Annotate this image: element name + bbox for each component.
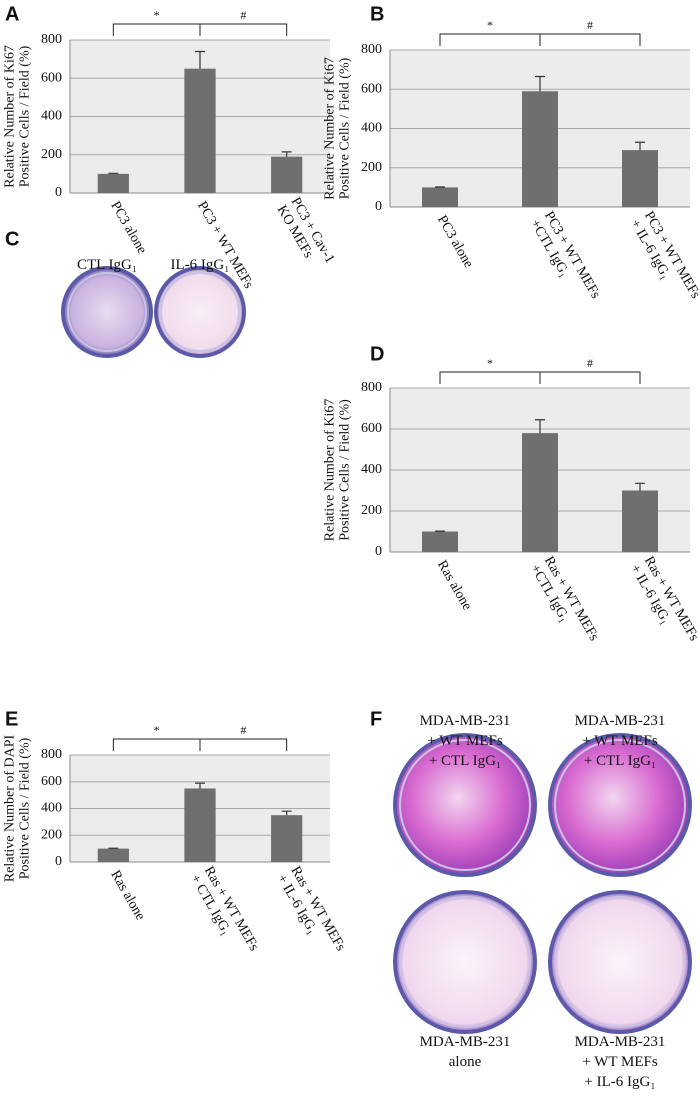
- dish-rim: [67, 272, 147, 352]
- significance-bracket: [199, 23, 288, 36]
- y-tick-label: 200: [41, 147, 62, 162]
- bar: [522, 91, 558, 207]
- culture-dish: [393, 733, 537, 877]
- x-tick-label: PC3 + WT MEFs+CTL IgG₁: [527, 209, 603, 309]
- error-bar: [108, 172, 119, 174]
- significance-bracket: [439, 33, 541, 46]
- panel-letter: E: [5, 708, 18, 730]
- error-bar: [281, 810, 292, 816]
- error-bar: [535, 75, 545, 92]
- significance-bracket: [112, 738, 201, 751]
- y-tick-label: 0: [55, 854, 62, 869]
- dish-rim: [554, 739, 686, 871]
- x-tick-label: PC3 + Cav-1KO MEFs: [273, 195, 336, 274]
- bar: [184, 68, 216, 193]
- y-tick-label: 400: [41, 801, 62, 816]
- significance-bracket: [199, 738, 288, 751]
- dish-rim: [399, 739, 531, 871]
- photo-label: IL-6 IgG₁: [171, 257, 230, 273]
- x-tick-label: Ras + WT MEFs+ IL-6 IgG₁: [627, 554, 700, 652]
- y-tick-label: 600: [361, 421, 382, 436]
- error-bar: [535, 419, 545, 434]
- y-tick-label: 400: [361, 121, 382, 136]
- culture-dish: [548, 890, 692, 1034]
- photo-label: CTL IgG₁: [77, 257, 137, 273]
- dish-rim: [399, 896, 531, 1028]
- y-tick-label: 600: [41, 70, 62, 85]
- bar: [97, 848, 129, 862]
- y-tick-label: 800: [361, 42, 382, 57]
- error-bar: [195, 782, 205, 789]
- significance-mark: *: [487, 356, 493, 370]
- culture-dish: [61, 266, 153, 358]
- culture-dish: [154, 266, 246, 358]
- panel-letter: B: [370, 3, 384, 25]
- y-tick-label: 800: [361, 380, 382, 395]
- panel-letter: A: [5, 3, 19, 25]
- y-axis-label: Relative Number of Ki67Positive Cells / …: [323, 57, 353, 200]
- significance-mark: *: [154, 723, 160, 737]
- bar: [271, 156, 303, 193]
- y-tick-label: 800: [41, 32, 62, 47]
- y-tick-label: 0: [375, 544, 382, 559]
- photo-label: MDA-MB-231 + WT MEFs + CTL IgG₁: [420, 713, 511, 769]
- y-tick-label: 600: [41, 774, 62, 789]
- culture-dish: [548, 733, 692, 877]
- dish-rim: [554, 896, 686, 1028]
- y-tick-label: 800: [41, 747, 62, 762]
- x-tick-label: Ras alone: [107, 868, 147, 923]
- x-tick-label: PC3 + WT MEFs+ IL-6 IgG₁: [627, 209, 700, 309]
- error-bar: [195, 50, 205, 69]
- x-tick-label: Ras alone: [434, 558, 474, 613]
- panel-letter: C: [5, 228, 19, 250]
- bar: [184, 788, 216, 862]
- significance-mark: #: [587, 18, 593, 32]
- error-bar: [281, 151, 292, 157]
- bar: [622, 150, 658, 207]
- y-tick-label: 200: [361, 160, 382, 175]
- significance-mark: *: [487, 18, 493, 32]
- error-bar: [635, 482, 645, 491]
- y-tick-label: 200: [361, 503, 382, 518]
- significance-mark: #: [240, 723, 246, 737]
- error-bar: [635, 141, 645, 151]
- y-tick-label: 0: [55, 185, 62, 200]
- y-tick-label: 600: [361, 81, 382, 96]
- significance-bracket: [539, 371, 641, 384]
- significance-mark: *: [154, 8, 160, 22]
- y-axis-label: Relative Number of Ki67Positive Cells / …: [3, 45, 33, 188]
- panel-letter: F: [370, 708, 382, 730]
- bar: [97, 173, 129, 193]
- significance-bracket: [439, 371, 541, 384]
- bar: [622, 490, 658, 552]
- y-tick-label: 200: [41, 827, 62, 842]
- x-tick-label: Ras + WT MEFs+ CTL IgG₁: [187, 864, 261, 962]
- photo-label: MDA-MB-231 + WT MEFs + IL-6 IgG₁: [575, 1034, 666, 1090]
- dish-rim: [160, 272, 240, 352]
- y-tick-label: 400: [41, 109, 62, 124]
- bar: [522, 433, 558, 552]
- panel-letter: D: [370, 343, 384, 365]
- y-axis-label: Relative Number of DAPIPositive Cells / …: [3, 734, 33, 882]
- x-tick-label: Ras + WT MEFs+CTL IgG₁: [527, 554, 601, 652]
- x-tick-label: PC3 alone: [107, 199, 149, 257]
- y-tick-label: 0: [375, 199, 382, 214]
- bar: [422, 531, 458, 552]
- bar: [422, 187, 458, 207]
- photo-label: MDA-MB-231 + WT MEFs + CTL IgG₁: [575, 713, 666, 769]
- x-tick-label: PC3 alone: [434, 213, 476, 271]
- significance-bracket: [112, 23, 201, 36]
- significance-bracket: [539, 33, 641, 46]
- y-tick-label: 400: [361, 462, 382, 477]
- culture-dish: [393, 890, 537, 1034]
- photo-label: MDA-MB-231 alone: [420, 1034, 511, 1070]
- bar: [271, 815, 303, 862]
- significance-mark: #: [240, 8, 246, 22]
- significance-mark: #: [587, 356, 593, 370]
- x-tick-label: Ras + WT MEFs+ IL-6 IgG₁: [273, 864, 347, 962]
- y-axis-label: Relative Number of Ki67Positive Cells / …: [323, 399, 353, 542]
